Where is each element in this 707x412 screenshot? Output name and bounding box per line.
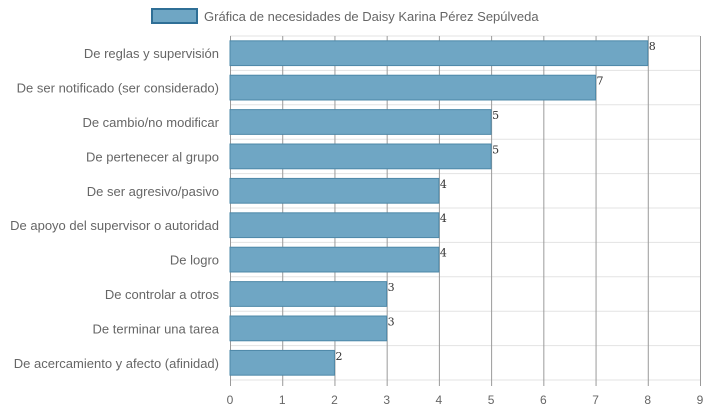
- category-labels: De reglas y supervisión De ser notificado…: [10, 46, 220, 371]
- x-tick-label: 0: [227, 393, 234, 407]
- category-label: De logro: [170, 253, 219, 268]
- category-label: De terminar una tarea: [93, 321, 220, 336]
- legend[interactable]: Gráfica de necesidades de Daisy Karina P…: [151, 8, 539, 24]
- category-label: De controlar a otros: [105, 287, 220, 302]
- category-label: De cambio/no modificar: [82, 115, 219, 130]
- bar-value-label: 5: [492, 109, 499, 122]
- bar[interactable]: [229, 177, 440, 204]
- category-label: De acercamiento y afecto (afinidad): [14, 356, 219, 371]
- bar-value-label: 4: [440, 212, 447, 225]
- category-label: De ser agresivo/pasivo: [87, 184, 219, 199]
- bar-value-label: 3: [388, 315, 395, 328]
- category-label: De apoyo del supervisor o autoridad: [10, 218, 219, 233]
- bar[interactable]: [229, 109, 492, 135]
- category-label: De pertenecer al grupo: [86, 149, 219, 164]
- bar[interactable]: [229, 281, 388, 307]
- x-tick-label: 9: [697, 393, 704, 407]
- bar-value-label: 7: [597, 75, 604, 88]
- x-tick-label: 1: [279, 393, 286, 407]
- bar-value-label: 8: [649, 40, 656, 53]
- bar[interactable]: [229, 40, 649, 67]
- x-axis-ticks: 0 1 2 3 4 5 6 7 8 9: [227, 393, 704, 407]
- category-label: De ser notificado (ser considerado): [17, 81, 219, 96]
- category-label: De reglas y supervisión: [84, 46, 219, 61]
- bars: [229, 40, 649, 376]
- x-tick-label: 8: [644, 393, 651, 407]
- bar[interactable]: [229, 349, 335, 376]
- bar[interactable]: [229, 74, 597, 101]
- bar[interactable]: [229, 212, 440, 239]
- bar-value-label: 4: [440, 178, 447, 191]
- legend-label: Gráfica de necesidades de Daisy Karina P…: [204, 9, 539, 24]
- bar-value-label: 5: [492, 143, 499, 156]
- x-tick-label: 6: [540, 393, 547, 407]
- bar-value-label: 3: [388, 281, 395, 294]
- x-tick-label: 5: [488, 393, 495, 407]
- bar[interactable]: [229, 246, 440, 273]
- bar-value-label: 4: [440, 247, 447, 260]
- bar[interactable]: [229, 315, 388, 342]
- x-tick-label: 4: [436, 393, 443, 407]
- x-tick-label: 7: [592, 393, 599, 407]
- data-labels: 8 7 5 5 4 4 4 3 3 2: [335, 40, 655, 363]
- legend-swatch: [151, 8, 198, 24]
- bar[interactable]: [229, 143, 492, 170]
- x-tick-label: 2: [331, 393, 338, 407]
- x-tick-label: 3: [383, 393, 390, 407]
- bar-value-label: 2: [335, 350, 342, 363]
